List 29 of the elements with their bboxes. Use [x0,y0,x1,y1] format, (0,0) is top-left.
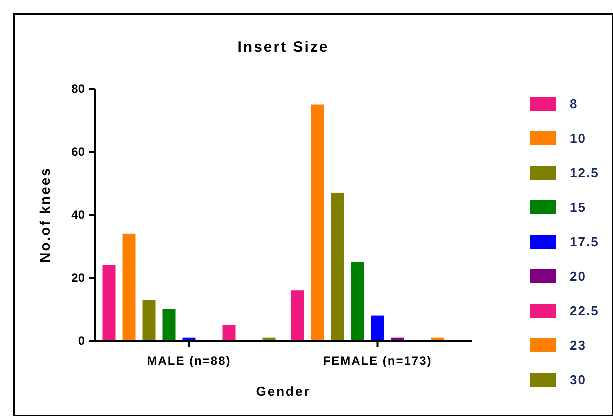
bar [351,262,364,341]
legend-label: 10 [570,131,586,146]
y-tick-label: 20 [72,271,86,286]
x-tick-label: FEMALE (n=173) [323,354,432,368]
legend-label: 17.5 [570,234,600,250]
y-tick-label: 80 [72,82,86,96]
bar [102,265,116,341]
bar [371,316,384,341]
legend-label: 30 [570,372,586,388]
bar [331,192,344,341]
x-axis-title: Gender [256,384,311,399]
legend-label: 22.5 [570,304,600,319]
bar [162,310,176,341]
legend-label: 8 [570,96,578,112]
legend-label: 12.5 [570,166,600,181]
bar [122,234,136,341]
y-axis-title: No.of knees [37,167,53,263]
y-tick-label: 0 [78,334,86,348]
bar [222,325,236,341]
bar [142,300,156,341]
bar [291,290,304,341]
legend-label: 20 [570,269,586,284]
chart-title: Insert Size [238,39,330,56]
y-tick-label: 60 [72,145,86,160]
y-tick-label: 40 [72,208,86,222]
x-tick-label: MALE (n=88) [147,354,232,368]
bar [311,104,324,341]
legend-label: 15 [570,200,586,216]
legend-label: 23 [570,338,586,354]
